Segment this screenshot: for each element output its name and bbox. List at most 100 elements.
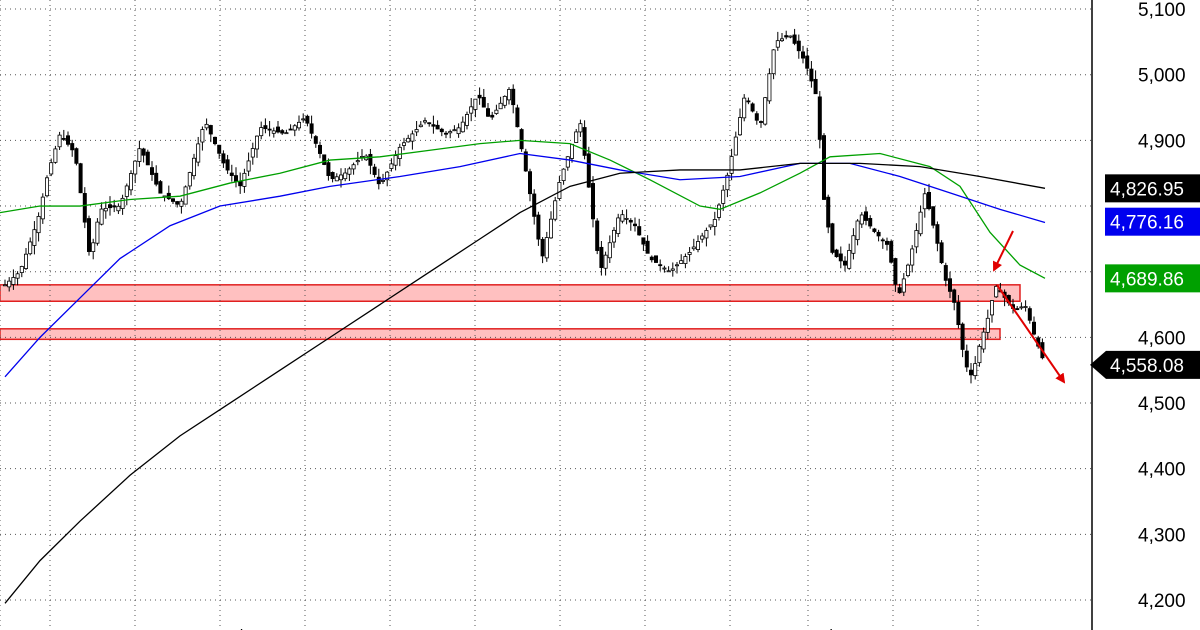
candlesticks bbox=[3, 28, 1045, 384]
candle-body bbox=[288, 128, 293, 131]
price-tag-label: 4,776.16 bbox=[1110, 213, 1184, 234]
candle-body bbox=[477, 94, 482, 99]
candle-body bbox=[628, 219, 633, 223]
x-tick-label: Sep bbox=[394, 627, 421, 630]
candle-body bbox=[154, 172, 159, 185]
candle-body bbox=[389, 163, 394, 169]
candle-body bbox=[544, 237, 549, 259]
x-tick-label: Oct bbox=[479, 627, 503, 630]
candle-body bbox=[633, 223, 638, 227]
candle-body bbox=[696, 241, 701, 250]
moving-average-line bbox=[4, 162, 1046, 604]
candle-body bbox=[826, 196, 831, 228]
x-tick-label: Mar bbox=[897, 627, 923, 630]
candle-body bbox=[763, 97, 768, 125]
candle-body bbox=[637, 226, 642, 236]
candle-body bbox=[191, 157, 196, 177]
candle-body bbox=[666, 270, 671, 273]
candle-body bbox=[796, 40, 801, 52]
candle-body bbox=[229, 172, 234, 176]
candle-body bbox=[208, 125, 213, 135]
candle-body bbox=[309, 123, 314, 134]
gridlines bbox=[0, 0, 1092, 630]
candle-body bbox=[133, 160, 138, 175]
candle-body bbox=[254, 135, 259, 150]
candle-body bbox=[897, 287, 902, 294]
candle-body bbox=[511, 88, 516, 106]
candle-body bbox=[149, 167, 154, 175]
candle-body bbox=[603, 254, 608, 269]
candle-body bbox=[817, 96, 822, 140]
candle-body bbox=[82, 193, 87, 223]
candle-body bbox=[578, 123, 583, 133]
candle-body bbox=[939, 242, 944, 264]
candle-body bbox=[385, 171, 390, 181]
candle-body bbox=[40, 196, 45, 220]
candle-body bbox=[994, 286, 999, 298]
candle-body bbox=[305, 115, 310, 124]
candle-body bbox=[893, 258, 898, 285]
candle-body bbox=[1027, 308, 1032, 321]
candle-body bbox=[528, 171, 533, 195]
candle-body bbox=[670, 268, 675, 271]
candle-body bbox=[809, 68, 814, 82]
y-tick-label: 5,100 bbox=[1138, 0, 1186, 21]
candle-body bbox=[918, 211, 923, 235]
candle-body bbox=[704, 230, 709, 239]
candle-body bbox=[368, 153, 373, 166]
candle-body bbox=[317, 144, 322, 154]
candle-body bbox=[464, 114, 469, 126]
candle-body bbox=[406, 137, 411, 143]
candle-body bbox=[158, 181, 163, 194]
candle-body bbox=[343, 172, 348, 180]
candle-body bbox=[1019, 306, 1024, 309]
x-tick-label: Apr bbox=[982, 627, 1005, 630]
candle-body bbox=[780, 38, 785, 42]
candle-body bbox=[103, 207, 108, 212]
candle-body bbox=[712, 219, 717, 227]
candle-body bbox=[116, 205, 121, 212]
candle-body bbox=[754, 113, 759, 121]
candle-body bbox=[549, 218, 554, 239]
candle-body bbox=[910, 248, 915, 266]
candle-body bbox=[687, 251, 692, 255]
candle-body bbox=[45, 177, 50, 197]
y-tick-label: 4,400 bbox=[1138, 460, 1186, 481]
candle-body bbox=[960, 323, 965, 350]
x-tick-label: Jul bbox=[224, 627, 243, 630]
candle-body bbox=[469, 106, 474, 114]
candle-body bbox=[570, 143, 575, 159]
candle-body bbox=[943, 265, 948, 281]
candle-body bbox=[822, 135, 827, 200]
candle-body bbox=[57, 134, 62, 148]
candle-body bbox=[460, 121, 465, 133]
candle-body bbox=[574, 131, 579, 143]
support-zone bbox=[0, 284, 1021, 302]
candle-body bbox=[540, 238, 545, 257]
candle-body bbox=[280, 130, 285, 134]
candle-body bbox=[448, 131, 453, 134]
candle-body bbox=[372, 166, 377, 175]
candle-body bbox=[788, 35, 793, 38]
candle-body bbox=[855, 220, 860, 241]
candle-body bbox=[380, 180, 385, 182]
candle-body bbox=[233, 175, 238, 182]
candle-body bbox=[775, 40, 780, 48]
price-tag-label: 4,689.86 bbox=[1110, 269, 1184, 290]
candle-body bbox=[612, 229, 617, 243]
candle-body bbox=[166, 192, 171, 200]
candle-body bbox=[805, 55, 810, 69]
candle-body bbox=[23, 253, 28, 269]
price-tag-bg bbox=[1105, 264, 1200, 293]
candle-body bbox=[187, 172, 192, 187]
candle-body bbox=[238, 181, 243, 187]
candle-body bbox=[691, 246, 696, 250]
candle-body bbox=[120, 197, 125, 209]
candle-body bbox=[263, 125, 268, 130]
candle-body bbox=[498, 102, 503, 110]
price-tags: 4,826.95 4,776.16 4,689.86 4,558.08 bbox=[1090, 174, 1200, 379]
candle-body bbox=[859, 214, 864, 225]
candle-body bbox=[981, 331, 986, 350]
candle-body bbox=[439, 128, 444, 133]
